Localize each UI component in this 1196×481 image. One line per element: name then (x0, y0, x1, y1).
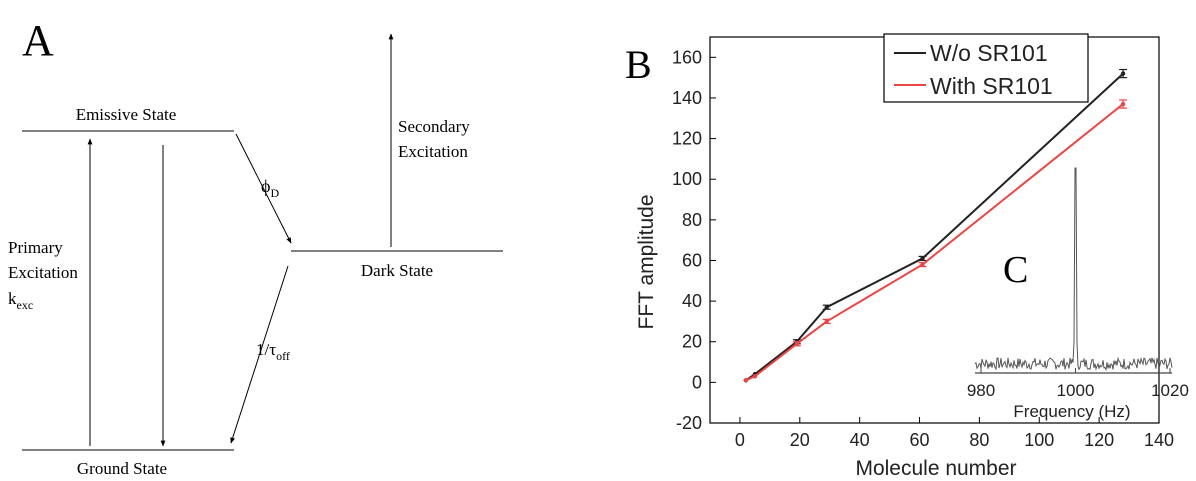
x-tick-label: 20 (790, 430, 810, 450)
panel-b-chart: B 0 20 40 60 80 100 120 140 -20 0 20 40 60 80 100 120 14… (625, 33, 1189, 480)
inset-x-axis-title: Frequency (Hz) (1013, 402, 1130, 421)
x-axis-title: Molecule number (855, 457, 1016, 480)
secondary-excitation-line2: Excitation (398, 142, 468, 161)
y-tick-label: 120 (672, 129, 702, 149)
inset-x-tick-label: 1020 (1151, 381, 1189, 400)
x-tick-label: 120 (1084, 430, 1114, 450)
inset-spectrum-trace (974, 167, 1173, 372)
y-axis-title: FFT amplitude (635, 195, 658, 330)
axis-ticks: 0 20 40 60 80 100 120 140 -20 0 20 40 60 80 100 120 140 1… (672, 47, 1174, 450)
inset-c-spectrum: C 980 1000 1020 Frequency (Hz) (967, 167, 1189, 421)
y-tick-label: 0 (692, 372, 702, 392)
primary-excitation-rate: kexc (8, 289, 33, 312)
primary-excitation-line2: Excitation (8, 263, 78, 282)
y-tick-label: 60 (682, 250, 702, 270)
tau-off-label: 1/τoff (256, 340, 290, 363)
data-point (752, 374, 758, 379)
phi-d-label: ϕD (261, 176, 279, 200)
series-line-1 (745, 103, 1124, 382)
inset-axis-ticks: 980 1000 1020 (967, 368, 1189, 400)
inset-x-tick-label: 980 (967, 381, 995, 400)
dark-state-label: Dark State (361, 261, 433, 280)
panel-a-jablonski-diagram: A Emissive State Ground State Dark State… (8, 16, 503, 478)
inset-spectrum-line (974, 167, 1173, 372)
x-tick-label: 100 (1024, 430, 1054, 450)
inset-c-label: C (1003, 249, 1028, 291)
secondary-excitation-line1: Secondary (398, 117, 470, 136)
series-line-0 (745, 72, 1124, 382)
y-tick-label: -20 (676, 413, 702, 433)
y-tick-label: 160 (672, 47, 702, 67)
y-tick-label: 80 (682, 210, 702, 230)
inset-x-tick-label: 1000 (1057, 381, 1095, 400)
dark-state-transition-arrow (235, 133, 292, 244)
panel-b-label: B (625, 42, 652, 87)
legend-box (883, 33, 1089, 103)
y-tick-label: 20 (682, 332, 702, 352)
ground-state-label: Ground State (77, 459, 167, 478)
series-group (743, 68, 1128, 383)
dark-state-return-arrow (230, 265, 289, 444)
data-point (743, 378, 749, 383)
x-tick-label: 40 (850, 430, 870, 450)
x-tick-label: 80 (969, 430, 989, 450)
legend: W/o SR101 With SR101 (883, 33, 1089, 103)
x-tick-label: 60 (910, 430, 930, 450)
y-tick-label: 40 (682, 291, 702, 311)
legend-label-without-sr101: W/o SR101 (930, 40, 1048, 66)
primary-excitation-line1: Primary (8, 238, 63, 257)
emissive-state-label: Emissive State (76, 105, 177, 124)
y-tick-label: 140 (672, 88, 702, 108)
x-tick-label: 140 (1144, 430, 1174, 450)
y-tick-label: 100 (672, 169, 702, 189)
x-tick-label: 0 (735, 430, 745, 450)
legend-label-with-sr101: With SR101 (930, 73, 1053, 99)
panel-a-label: A (22, 16, 54, 65)
